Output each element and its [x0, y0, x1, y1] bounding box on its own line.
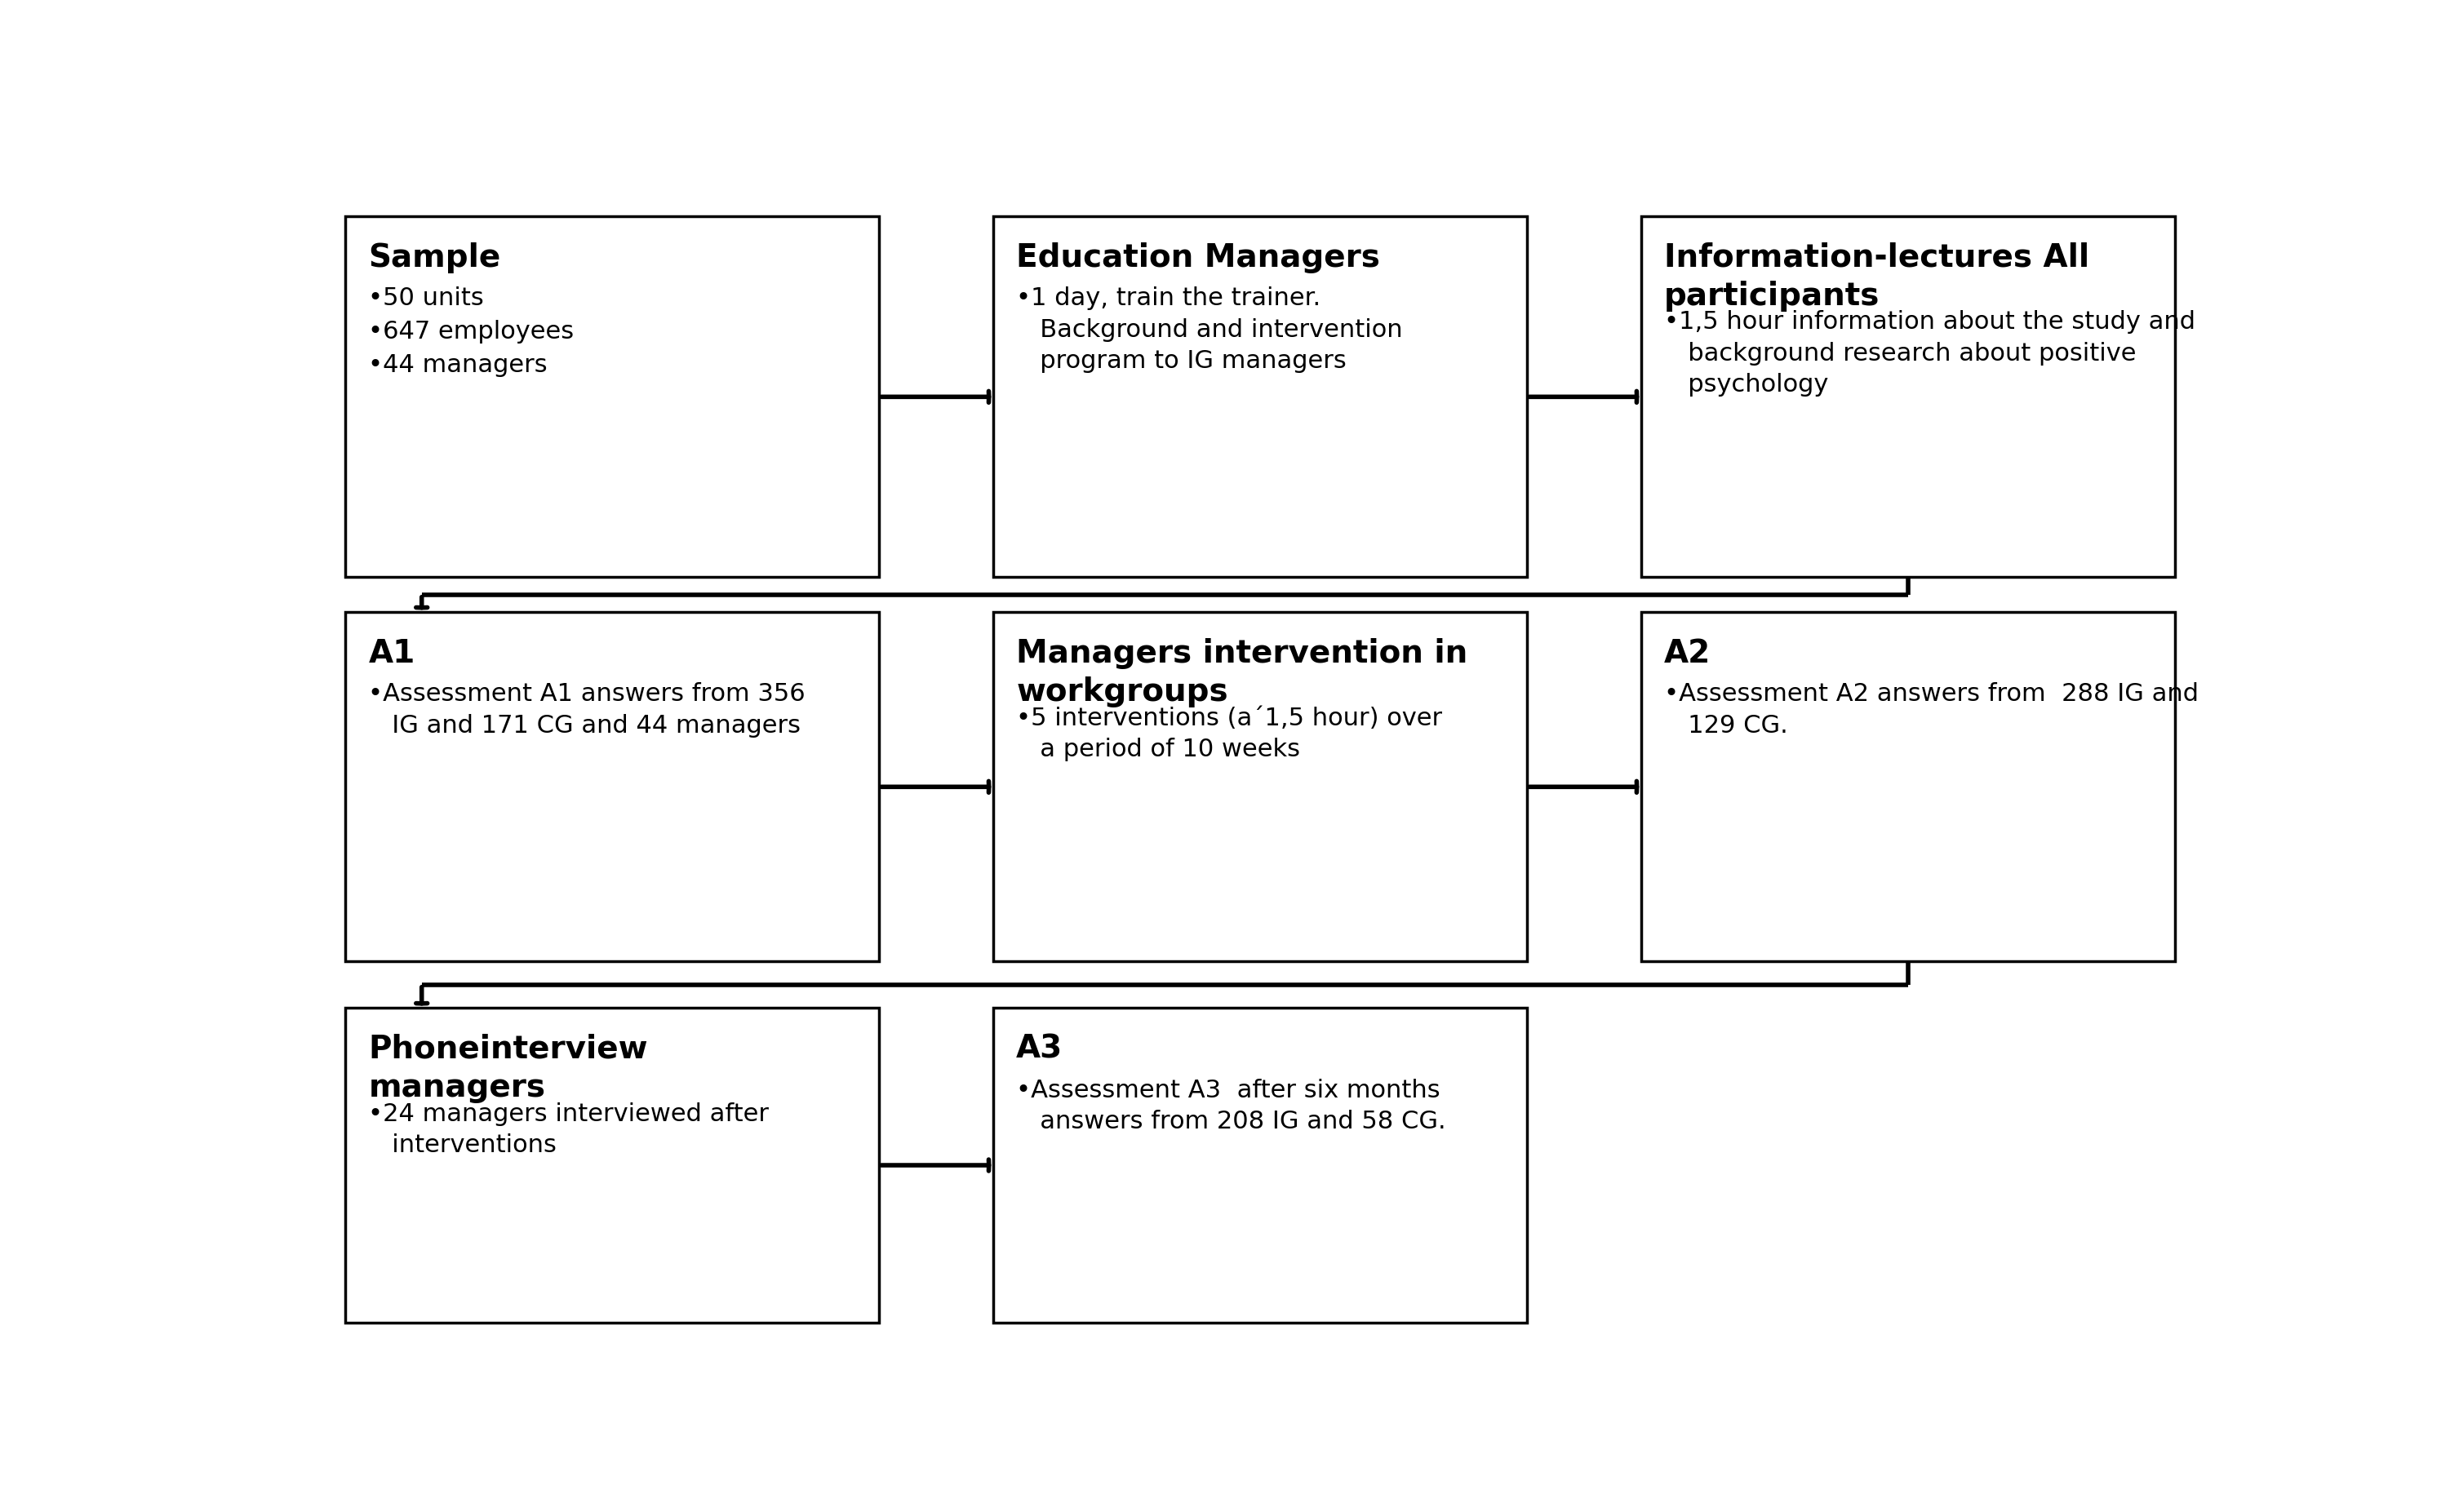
Text: •50 units: •50 units: [369, 287, 484, 310]
Text: Managers intervention in
workgroups: Managers intervention in workgroups: [1016, 638, 1468, 708]
Text: •24 managers interviewed after
   interventions: •24 managers interviewed after intervent…: [369, 1102, 770, 1157]
Text: •5 interventions (a´1,5 hour) over
   a period of 10 weeks: •5 interventions (a´1,5 hour) over a per…: [1016, 706, 1443, 761]
Text: •Assessment A2 answers from  288 IG and
   129 CG.: •Assessment A2 answers from 288 IG and 1…: [1665, 682, 2198, 738]
FancyBboxPatch shape: [993, 1009, 1527, 1323]
FancyBboxPatch shape: [993, 216, 1527, 578]
Text: Sample: Sample: [369, 242, 502, 274]
FancyBboxPatch shape: [1643, 612, 2176, 962]
Text: A3: A3: [1016, 1034, 1062, 1064]
Text: Information-lectures All
participants: Information-lectures All participants: [1665, 242, 2090, 311]
Text: •1 day, train the trainer.
   Background and intervention
   program to IG manag: •1 day, train the trainer. Background an…: [1016, 287, 1402, 372]
Text: Phoneinterview
managers: Phoneinterview managers: [369, 1034, 647, 1104]
Text: Education Managers: Education Managers: [1016, 242, 1379, 274]
Text: A1: A1: [369, 638, 416, 668]
FancyBboxPatch shape: [344, 1009, 880, 1323]
FancyBboxPatch shape: [344, 612, 880, 962]
Text: •647 employees: •647 employees: [369, 321, 573, 343]
Text: A2: A2: [1665, 638, 1711, 668]
Text: •44 managers: •44 managers: [369, 354, 548, 376]
Text: •Assessment A1 answers from 356
   IG and 171 CG and 44 managers: •Assessment A1 answers from 356 IG and 1…: [369, 682, 807, 738]
FancyBboxPatch shape: [1643, 216, 2176, 578]
FancyBboxPatch shape: [344, 216, 880, 578]
Text: •1,5 hour information about the study and
   background research about positive
: •1,5 hour information about the study an…: [1665, 310, 2196, 396]
Text: •Assessment A3  after six months
   answers from 208 IG and 58 CG.: •Assessment A3 after six months answers …: [1016, 1078, 1446, 1132]
FancyBboxPatch shape: [993, 612, 1527, 962]
